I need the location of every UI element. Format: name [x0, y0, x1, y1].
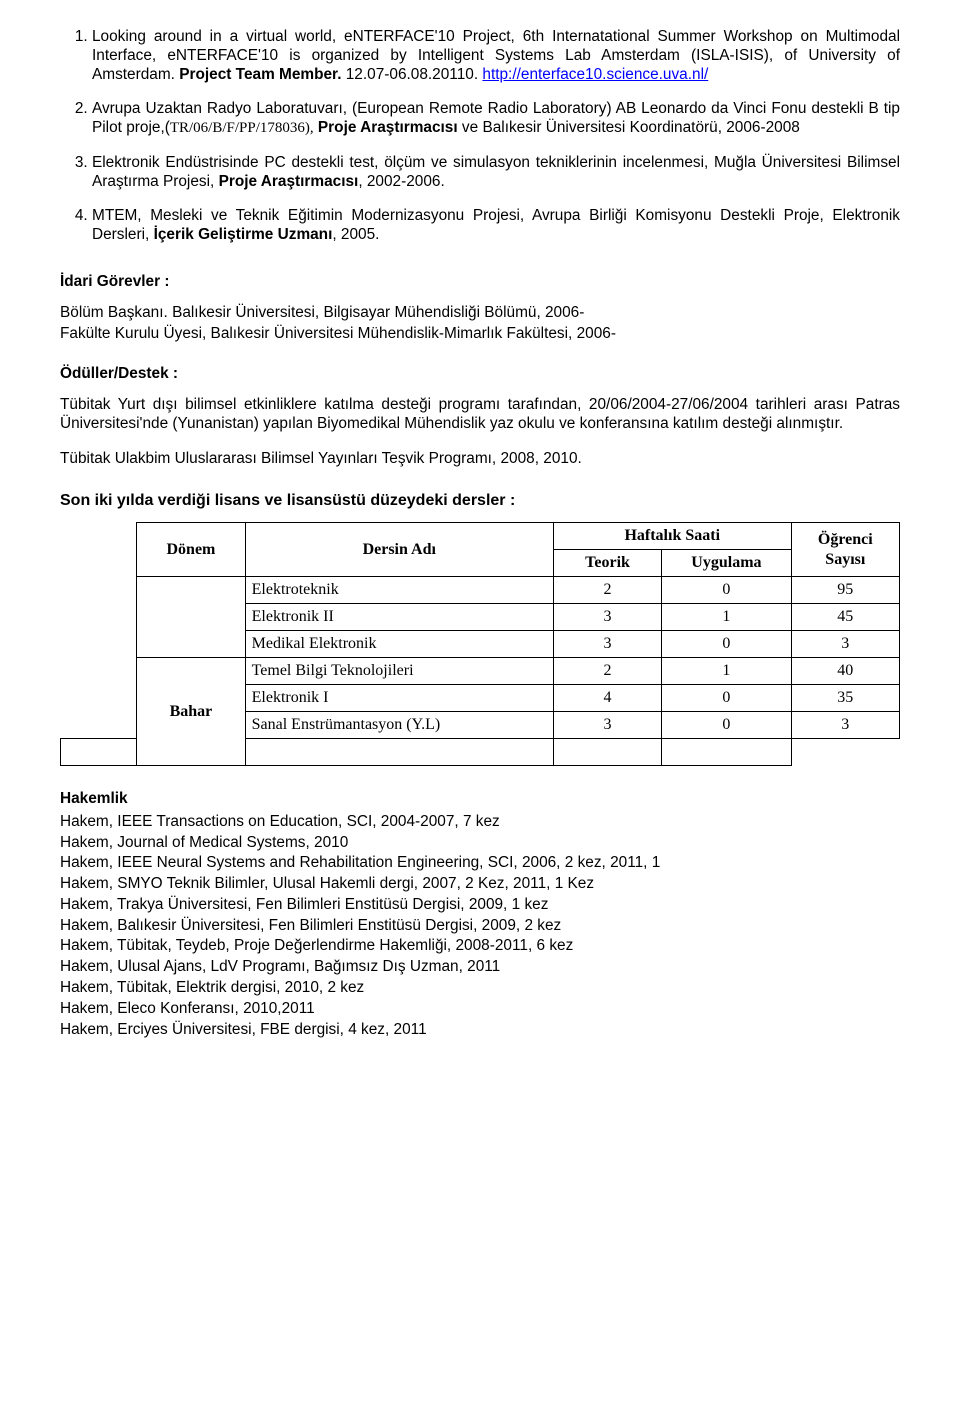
course-name: Temel Bilgi Teknolojileri	[245, 658, 553, 685]
course-ogrenci-empty	[662, 739, 791, 766]
course-teorik: 4	[553, 685, 661, 712]
idari-line-2: Fakülte Kurulu Üyesi, Balıkesir Üniversi…	[60, 325, 900, 344]
idari-gorevler-heading: İdari Görevler :	[60, 273, 900, 292]
course-ogrenci: 95	[791, 577, 899, 604]
project-4-role: İçerik Geliştirme Uzmanı	[154, 226, 333, 243]
odul-paragraph-1: Tübitak Yurt dışı bilimsel etkinliklere …	[60, 396, 900, 434]
course-teorik: 3	[553, 712, 661, 739]
th-ogrenci: Öğrenci Sayısı	[791, 523, 899, 577]
course-uygulama: 0	[662, 631, 791, 658]
course-uygulama-empty	[553, 739, 661, 766]
course-ogrenci: 3	[791, 631, 899, 658]
project-4-post: , 2005.	[332, 226, 379, 243]
hakemlik-item: Hakem, SMYO Teknik Bilimler, Ulusal Hake…	[60, 875, 900, 894]
oduller-heading: Ödüller/Destek :	[60, 365, 900, 384]
project-1-dates: 12.07-06.08.20110.	[346, 66, 483, 83]
hakemlik-item: Hakem, IEEE Neural Systems and Rehabilit…	[60, 854, 900, 873]
hakemlik-item: Hakem, Ulusal Ajans, LdV Programı, Bağım…	[60, 958, 900, 977]
course-name: Elektronik I	[245, 685, 553, 712]
course-ogrenci: 3	[791, 712, 899, 739]
course-ogrenci: 40	[791, 658, 899, 685]
hakemlik-item: Hakem, Erciyes Üniversitesi, FBE dergisi…	[60, 1021, 900, 1040]
course-uygulama: 0	[662, 712, 791, 739]
course-teorik-empty	[245, 739, 553, 766]
hakemlik-item: Hakem, IEEE Transactions on Education, S…	[60, 813, 900, 832]
donem-cell-1	[137, 577, 245, 658]
th-donem: Dönem	[137, 523, 245, 577]
course-name: Elektronik II	[245, 604, 553, 631]
hakemlik-item: Hakem, Tübitak, Teydeb, Proje Değerlendi…	[60, 937, 900, 956]
donem-cell-bahar: Bahar	[137, 658, 245, 766]
table-empty-header	[61, 523, 137, 739]
hakemlik-item: Hakem, Balıkesir Üniversitesi, Fen Bilim…	[60, 917, 900, 936]
course-name: Sanal Enstrümantasyon (Y.L)	[245, 712, 553, 739]
hakemlik-item: Hakem, Journal of Medical Systems, 2010	[60, 834, 900, 853]
th-teorik: Teorik	[553, 550, 661, 577]
project-list: Looking around in a virtual world, eNTER…	[60, 28, 900, 245]
course-uygulama: 0	[662, 577, 791, 604]
course-uygulama: 0	[662, 685, 791, 712]
course-teorik: 2	[553, 577, 661, 604]
course-name: Medikal Elektronik	[245, 631, 553, 658]
odul-paragraph-2: Tübitak Ulakbim Uluslararası Bilimsel Ya…	[60, 450, 900, 469]
hakemlik-item: Hakem, Trakya Üniversitesi, Fen Bilimler…	[60, 896, 900, 915]
th-uygulama: Uygulama	[662, 550, 791, 577]
th-haftalik-saati: Haftalık Saati	[553, 523, 791, 550]
course-uygulama: 1	[662, 658, 791, 685]
course-ogrenci: 45	[791, 604, 899, 631]
project-2-post: ve Balıkesir Üniversitesi Koordinatörü, …	[458, 119, 800, 136]
hakemlik-item: Hakem, Eleco Konferansı, 2010,2011	[60, 1000, 900, 1019]
course-table: Dönem Dersin Adı Haftalık Saati Öğrenci …	[60, 522, 900, 766]
project-1-link[interactable]: http://enterface10.science.uva.nl/	[482, 66, 708, 83]
project-3-text: Elektronik Endüstrisinde PC destekli tes…	[92, 154, 900, 190]
course-name: Elektroteknik	[245, 577, 553, 604]
table-header-row-1: Dönem Dersin Adı Haftalık Saati Öğrenci …	[61, 523, 900, 550]
hakemlik-list: Hakem, IEEE Transactions on Education, S…	[60, 813, 900, 1040]
project-1-role: Project Team Member.	[179, 66, 341, 83]
project-3-role: Proje Araştırmacısı	[219, 173, 359, 190]
hakemlik-heading: Hakemlik	[60, 790, 900, 809]
course-teorik: 3	[553, 604, 661, 631]
project-item-3: Elektronik Endüstrisinde PC destekli tes…	[92, 154, 900, 192]
table-row: Bahar Temel Bilgi Teknolojileri 2 1 40	[61, 658, 900, 685]
project-item-1: Looking around in a virtual world, eNTER…	[92, 28, 900, 84]
th-dersin-adi: Dersin Adı	[245, 523, 553, 577]
project-item-2: Avrupa Uzaktan Radyo Laboratuvarı, (Euro…	[92, 100, 900, 138]
project-3-post: , 2002-2006.	[358, 173, 444, 190]
course-name-empty	[61, 739, 137, 766]
idari-line-1: Bölüm Başkanı. Balıkesir Üniversitesi, B…	[60, 304, 900, 323]
table-row: Elektroteknik 2 0 95	[61, 577, 900, 604]
course-teorik: 2	[553, 658, 661, 685]
dersler-heading: Son iki yılda verdiği lisans ve lisansüs…	[60, 491, 900, 511]
project-item-4: MTEM, Mesleki ve Teknik Eğitimin Moderni…	[92, 207, 900, 245]
project-2-role: Proje Araştırmacısı	[318, 119, 458, 136]
hakemlik-item: Hakem, Tübitak, Elektrik dergisi, 2010, …	[60, 979, 900, 998]
project-2-code: TR/06/B/F/PP/178036),	[170, 120, 314, 136]
course-uygulama: 1	[662, 604, 791, 631]
course-teorik: 3	[553, 631, 661, 658]
course-ogrenci: 35	[791, 685, 899, 712]
